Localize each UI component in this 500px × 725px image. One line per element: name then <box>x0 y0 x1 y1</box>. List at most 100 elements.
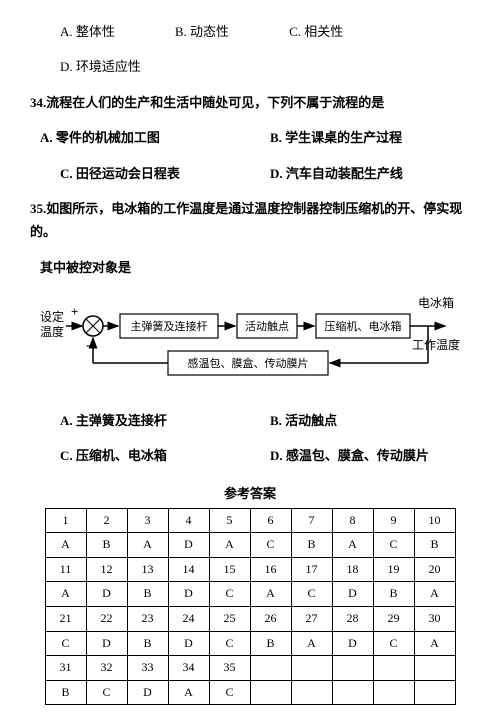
svg-text:主弹簧及连接杆: 主弹簧及连接杆 <box>131 319 208 333</box>
table-cell: A <box>250 582 291 607</box>
table-cell <box>250 680 291 705</box>
answers-table: 12345678910ABADACBACB1112131415161718192… <box>45 508 456 706</box>
table-cell: 18 <box>332 557 373 582</box>
q35-opt-d: D. 感温包、膜盒、传动膜片 <box>270 444 429 467</box>
table-cell: 28 <box>332 607 373 632</box>
table-cell: 24 <box>168 607 209 632</box>
table-cell: C <box>86 680 127 705</box>
table-cell: B <box>373 582 414 607</box>
table-cell: A <box>414 631 455 656</box>
svg-text:感温包、膜盒、传动膜片: 感温包、膜盒、传动膜片 <box>188 356 309 370</box>
table-row: ADBDCACDBA <box>45 582 455 607</box>
table-cell: 25 <box>209 607 250 632</box>
table-cell: 20 <box>414 557 455 582</box>
q33-options-row1: A. 整体性 B. 动态性 C. 相关性 <box>60 20 470 43</box>
table-cell: A <box>127 533 168 558</box>
table-cell: A <box>45 582 86 607</box>
table-cell: 7 <box>291 508 332 533</box>
q34-row2: C. 田径运动会日程表 D. 汽车自动装配生产线 <box>60 162 470 185</box>
table-cell: 32 <box>86 656 127 681</box>
diagram-plus: + <box>71 304 78 319</box>
q33-opt-a: A. 整体性 <box>60 20 115 43</box>
table-cell: C <box>209 680 250 705</box>
q33-opt-c: C. 相关性 <box>289 20 343 43</box>
table-cell: A <box>209 533 250 558</box>
table-cell: 34 <box>168 656 209 681</box>
table-cell: 15 <box>209 557 250 582</box>
q34-opt-c: C. 田径运动会日程表 <box>60 162 270 185</box>
table-cell <box>414 656 455 681</box>
table-cell: 30 <box>414 607 455 632</box>
table-cell: 6 <box>250 508 291 533</box>
control-diagram: 设定 温度 + - 主弹簧及连接杆 活动触点 压缩机、电冰箱 电冰箱 工作温度 … <box>40 291 470 393</box>
table-cell: 8 <box>332 508 373 533</box>
table-cell: 16 <box>250 557 291 582</box>
table-cell: 31 <box>45 656 86 681</box>
table-cell: 14 <box>168 557 209 582</box>
table-cell: C <box>373 533 414 558</box>
table-cell: 27 <box>291 607 332 632</box>
table-cell: A <box>291 631 332 656</box>
table-cell: D <box>332 582 373 607</box>
table-cell: 22 <box>86 607 127 632</box>
table-row: 11121314151617181920 <box>45 557 455 582</box>
diagram-minus: - <box>86 337 90 352</box>
q35-opt-c: C. 压缩机、电冰箱 <box>60 444 270 467</box>
table-cell: 33 <box>127 656 168 681</box>
table-cell: 19 <box>373 557 414 582</box>
table-row: CDBDCBADCA <box>45 631 455 656</box>
table-cell: D <box>86 631 127 656</box>
table-cell: A <box>168 680 209 705</box>
table-cell: B <box>291 533 332 558</box>
q35-row2: C. 压缩机、电冰箱 D. 感温包、膜盒、传动膜片 <box>60 444 470 467</box>
table-cell: 26 <box>250 607 291 632</box>
table-cell: D <box>86 582 127 607</box>
q35-stem: 35.如图所示，电冰箱的工作温度是通过温度控制器控制压缩机的开、停实现的。 <box>30 197 470 244</box>
q35-opt-a: A. 主弹簧及连接杆 <box>60 409 270 432</box>
q33-opt-d: D. 环境适应性 <box>60 55 470 78</box>
table-row: 3132333435 <box>45 656 455 681</box>
table-cell: D <box>168 582 209 607</box>
q33-opt-b: B. 动态性 <box>175 20 229 43</box>
table-cell: 12 <box>86 557 127 582</box>
table-cell: C <box>209 582 250 607</box>
table-cell: 9 <box>373 508 414 533</box>
q34-opt-a: A. 零件的机械加工图 <box>40 126 270 149</box>
table-cell: 11 <box>45 557 86 582</box>
table-cell: 13 <box>127 557 168 582</box>
table-cell: B <box>250 631 291 656</box>
diagram-right-top: 电冰箱 <box>418 295 454 310</box>
table-cell <box>250 656 291 681</box>
table-row: BCDAC <box>45 680 455 705</box>
table-cell <box>332 680 373 705</box>
table-cell: 1 <box>45 508 86 533</box>
diagram-left-bot: 温度 <box>40 324 64 339</box>
table-cell: B <box>127 631 168 656</box>
q34-stem: 34.流程在人们的生产和生活中随处可见，下列不属于流程的是 <box>30 91 470 114</box>
table-cell <box>291 680 332 705</box>
table-cell: A <box>45 533 86 558</box>
table-cell <box>332 656 373 681</box>
table-cell: C <box>291 582 332 607</box>
table-cell: 2 <box>86 508 127 533</box>
table-row: 12345678910 <box>45 508 455 533</box>
answers-title: 参考答案 <box>30 482 470 505</box>
table-cell: 23 <box>127 607 168 632</box>
table-cell: D <box>127 680 168 705</box>
table-cell: C <box>373 631 414 656</box>
table-cell: B <box>86 533 127 558</box>
table-cell: 5 <box>209 508 250 533</box>
table-cell <box>373 680 414 705</box>
table-cell: A <box>332 533 373 558</box>
table-cell: B <box>127 582 168 607</box>
table-cell: C <box>45 631 86 656</box>
table-cell: 17 <box>291 557 332 582</box>
table-cell: D <box>332 631 373 656</box>
diagram-left-top: 设定 <box>40 309 64 324</box>
table-cell: B <box>45 680 86 705</box>
q35-stem2: 其中被控对象是 <box>40 256 470 279</box>
table-cell: C <box>209 631 250 656</box>
q35-opt-b: B. 活动触点 <box>270 409 337 432</box>
table-cell: 10 <box>414 508 455 533</box>
svg-text:活动触点: 活动触点 <box>245 319 289 333</box>
